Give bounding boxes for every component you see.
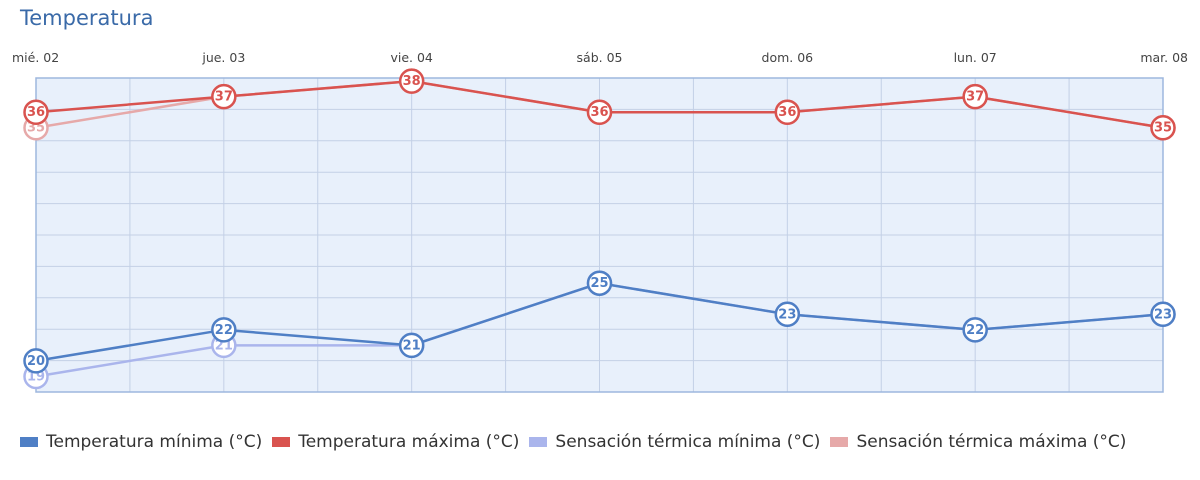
legend-swatch-feel-min — [529, 437, 548, 447]
data-label-min: 22 — [215, 323, 233, 338]
data-label-max: 35 — [1154, 121, 1172, 136]
data-label-min: 22 — [966, 323, 984, 338]
data-point-max — [586, 99, 613, 125]
x-tick-label: mar. 08 — [1140, 50, 1188, 65]
data-label-max: 37 — [215, 90, 233, 105]
data-point-min — [1150, 301, 1176, 328]
data-point-max — [1150, 114, 1176, 141]
x-tick-label: mié. 02 — [12, 50, 59, 65]
data-label-min: 23 — [778, 307, 796, 322]
data-point-min — [774, 301, 801, 328]
legend-swatch-feel-max — [830, 437, 849, 447]
data-point-max — [962, 83, 988, 110]
temperature-line-chart: mié. 02 jue. 03 vie. 04 sáb. 05 dom. 06 lun. … — [12, 50, 1188, 393]
data-point-min — [211, 317, 237, 343]
legend-label-feel-max: Sensación térmica máxima (°C) — [856, 432, 1127, 452]
legend-item-feel-min[interactable]: Sensación térmica mínima (°C) — [529, 432, 820, 452]
data-label-max: 36 — [27, 105, 45, 120]
data-point-max — [211, 83, 237, 110]
data-label-min: 25 — [590, 276, 608, 291]
data-point-max — [23, 99, 49, 125]
data-label-min: 21 — [403, 338, 421, 353]
x-tick-label: sáb. 05 — [577, 50, 623, 65]
legend-label-feel-min: Sensación térmica mínima (°C) — [555, 432, 821, 452]
data-label-max: 36 — [590, 105, 608, 120]
data-label-feel_max: 35 — [27, 121, 45, 136]
data-label-max: 38 — [403, 74, 421, 89]
data-label-min: 20 — [27, 354, 45, 369]
data-label-min: 23 — [1154, 307, 1172, 322]
legend-label-max: Temperatura máxima (°C) — [298, 432, 520, 452]
legend-item-max[interactable]: Temperatura máxima (°C) — [272, 432, 519, 452]
data-label-max: 36 — [778, 105, 796, 120]
data-point-min — [398, 332, 425, 359]
legend-label-min: Temperatura mínima (°C) — [46, 432, 263, 452]
legend-swatch-min — [20, 437, 38, 447]
data-point-min — [586, 270, 613, 296]
x-tick-label: lun. 07 — [954, 50, 997, 65]
data-point-max — [774, 99, 801, 125]
data-point-max — [398, 68, 425, 94]
x-tick-label: vie. 04 — [390, 50, 432, 65]
x-tick-label: dom. 06 — [762, 50, 814, 65]
data-point-min — [23, 348, 49, 374]
chart-legend: Temperatura mínima (°C) Temperatura máxi… — [20, 432, 1136, 452]
legend-swatch-max — [272, 437, 291, 447]
chart-title: Temperatura — [20, 6, 154, 30]
legend-item-feel-max[interactable]: Sensación térmica máxima (°C) — [830, 432, 1126, 452]
plot-border — [35, 77, 1164, 393]
data-label-max: 37 — [966, 90, 984, 105]
data-point-min — [962, 317, 988, 343]
x-tick-label: jue. 03 — [201, 50, 245, 65]
data-label-feel_min: 19 — [27, 369, 45, 384]
legend-item-min[interactable]: Temperatura mínima (°C) — [20, 432, 262, 452]
data-label-feel_min: 21 — [215, 338, 233, 353]
